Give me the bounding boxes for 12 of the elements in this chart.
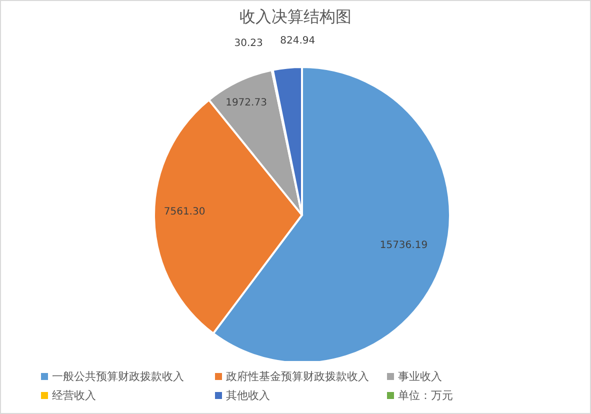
legend-label: 经营收入 <box>52 388 96 403</box>
legend-label: 单位：万元 <box>398 388 453 403</box>
legend-label: 一般公共预算财政拨款收入 <box>52 369 184 384</box>
data-label: 15736.19 <box>380 240 428 252</box>
data-label: 1972.73 <box>226 98 267 109</box>
chart-title: 收入决算结构图 <box>238 7 352 28</box>
data-label: 7561.30 <box>164 206 206 218</box>
legend-label: 其他收入 <box>226 388 270 403</box>
legend-label: 政府性基金预算财政拨款收入 <box>226 369 369 384</box>
data-label: 824.94 <box>280 35 316 46</box>
legend-label: 事业收入 <box>398 369 442 384</box>
data-label: 30.23 <box>234 38 263 49</box>
